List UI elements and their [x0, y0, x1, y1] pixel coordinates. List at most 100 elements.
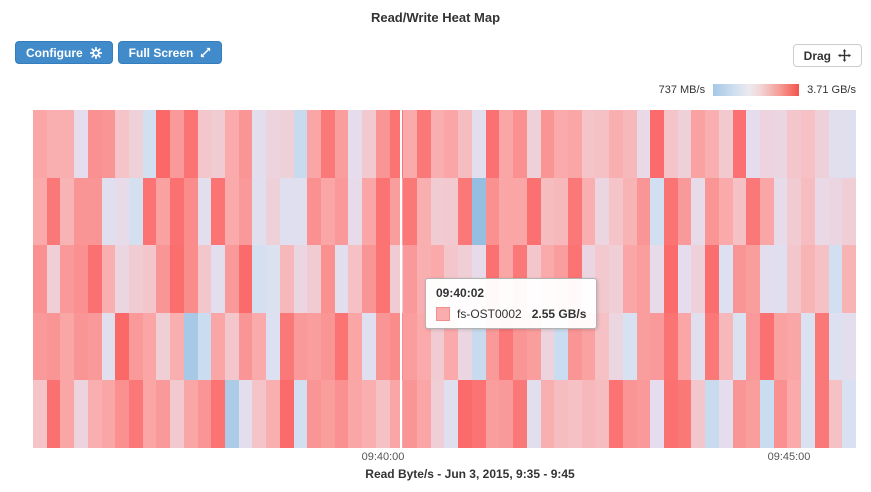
heatmap-cell[interactable]	[279, 177, 294, 246]
heatmap-cell[interactable]	[540, 380, 555, 448]
heatmap-cell[interactable]	[252, 110, 267, 178]
heatmap-cell[interactable]	[567, 177, 582, 246]
heatmap-cell[interactable]	[471, 110, 486, 178]
heatmap-cell[interactable]	[101, 380, 116, 448]
heatmap-cell[interactable]	[526, 380, 541, 448]
heatmap-cell[interactable]	[787, 312, 802, 381]
heatmap-cell[interactable]	[444, 177, 459, 246]
heatmap-cell[interactable]	[705, 312, 719, 381]
heatmap-cell[interactable]	[746, 245, 760, 313]
heatmap-cell[interactable]	[197, 380, 212, 448]
heatmap-cell[interactable]	[183, 312, 198, 381]
heatmap-cell[interactable]	[33, 110, 47, 178]
heatmap-cell[interactable]	[513, 312, 527, 381]
heatmap-cell[interactable]	[471, 177, 486, 246]
heatmap-cell[interactable]	[170, 380, 184, 448]
heatmap-cell[interactable]	[554, 312, 568, 381]
heatmap-cell[interactable]	[225, 110, 239, 178]
heatmap-cell[interactable]	[348, 110, 363, 178]
heatmap-cell[interactable]	[252, 380, 267, 448]
heatmap-cell[interactable]	[321, 110, 335, 178]
heatmap-cell[interactable]	[293, 380, 308, 448]
heatmap-cell[interactable]	[787, 110, 802, 178]
heatmap-cell[interactable]	[293, 177, 308, 246]
heatmap-cell[interactable]	[595, 245, 610, 313]
heatmap-cell[interactable]	[732, 312, 747, 381]
heatmap-cell[interactable]	[211, 177, 226, 246]
heatmap-cell[interactable]	[554, 380, 568, 448]
heatmap-cell[interactable]	[526, 110, 541, 178]
heatmap-cell[interactable]	[46, 110, 61, 178]
heatmap-cell[interactable]	[170, 110, 184, 178]
heatmap-cell[interactable]	[828, 245, 843, 313]
heatmap-cell[interactable]	[362, 380, 376, 448]
heatmap-cell[interactable]	[663, 245, 678, 313]
heatmap-cell[interactable]	[375, 312, 390, 381]
heatmap-cell[interactable]	[513, 177, 527, 246]
heatmap-cell[interactable]	[197, 245, 212, 313]
heatmap-cell[interactable]	[581, 312, 596, 381]
heatmap-cell[interactable]	[759, 245, 774, 313]
heatmap-cell[interactable]	[362, 312, 376, 381]
heatmap-cell[interactable]	[129, 110, 143, 178]
heatmap-cell[interactable]	[334, 380, 349, 448]
heatmap-cell[interactable]	[691, 177, 706, 246]
heatmap-cell[interactable]	[389, 312, 404, 381]
heatmap-cell[interactable]	[238, 245, 253, 313]
heatmap-cell[interactable]	[609, 380, 623, 448]
heatmap-cell[interactable]	[677, 380, 692, 448]
heatmap-cell[interactable]	[389, 245, 404, 313]
heatmap-cell[interactable]	[526, 312, 541, 381]
heatmap-cell[interactable]	[842, 380, 856, 448]
heatmap-cell[interactable]	[266, 110, 280, 178]
heatmap-cell[interactable]	[828, 177, 843, 246]
heatmap-cell[interactable]	[718, 110, 733, 178]
heatmap-cell[interactable]	[677, 245, 692, 313]
heatmap-cell[interactable]	[225, 245, 239, 313]
heatmap-cell[interactable]	[718, 380, 733, 448]
heatmap-cell[interactable]	[471, 312, 486, 381]
heatmap-cell[interactable]	[814, 110, 829, 178]
heatmap-cell[interactable]	[705, 110, 719, 178]
heatmap-cell[interactable]	[732, 245, 747, 313]
heatmap-cell[interactable]	[115, 177, 130, 246]
heatmap-cell[interactable]	[609, 312, 623, 381]
heatmap-cell[interactable]	[622, 110, 637, 178]
heatmap-cell[interactable]	[814, 312, 829, 381]
heatmap-cell[interactable]	[718, 245, 733, 313]
heatmap-cell[interactable]	[403, 312, 418, 381]
heatmap-cell[interactable]	[33, 177, 47, 246]
heatmap-cell[interactable]	[321, 312, 335, 381]
heatmap-cell[interactable]	[389, 177, 404, 246]
heatmap-cell[interactable]	[663, 312, 678, 381]
heatmap-cell[interactable]	[375, 177, 390, 246]
heatmap-cell[interactable]	[773, 312, 788, 381]
heatmap-cell[interactable]	[650, 177, 664, 246]
heatmap-cell[interactable]	[622, 380, 637, 448]
heatmap-cell[interactable]	[526, 177, 541, 246]
heatmap-cell[interactable]	[718, 177, 733, 246]
heatmap-cell[interactable]	[279, 245, 294, 313]
heatmap-cell[interactable]	[458, 380, 472, 448]
heatmap-cell[interactable]	[142, 177, 157, 246]
heatmap-cell[interactable]	[266, 245, 280, 313]
fullscreen-button[interactable]: Full Screen	[117, 41, 223, 64]
heatmap-cell[interactable]	[266, 380, 280, 448]
heatmap-cell[interactable]	[636, 110, 651, 178]
heatmap-cell[interactable]	[375, 380, 390, 448]
heatmap-cell[interactable]	[403, 177, 418, 246]
heatmap-cell[interactable]	[307, 380, 322, 448]
heatmap-cell[interactable]	[759, 380, 774, 448]
heatmap-cell[interactable]	[321, 177, 335, 246]
heatmap-cell[interactable]	[142, 245, 157, 313]
heatmap-cell[interactable]	[444, 380, 459, 448]
heatmap-cell[interactable]	[334, 312, 349, 381]
heatmap-cell[interactable]	[622, 177, 637, 246]
heatmap-cell[interactable]	[732, 110, 747, 178]
heatmap-cell[interactable]	[211, 245, 226, 313]
heatmap-cell[interactable]	[74, 245, 88, 313]
heatmap-cell[interactable]	[444, 110, 459, 178]
heatmap-cell[interactable]	[609, 110, 623, 178]
heatmap-cell[interactable]	[170, 312, 184, 381]
heatmap-cell[interactable]	[238, 110, 253, 178]
